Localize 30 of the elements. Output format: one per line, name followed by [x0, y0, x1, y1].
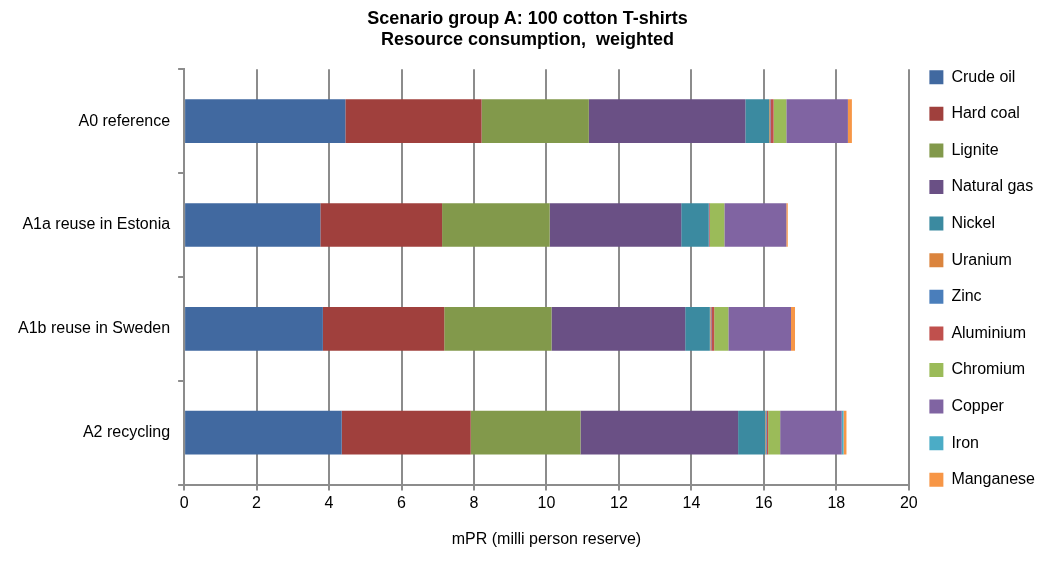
y-tick-label: A2 recycling	[82, 423, 171, 441]
x-tick-label: 8	[469, 493, 479, 511]
x-tick-label: 0	[179, 493, 189, 511]
legend-label: Hard coal	[951, 104, 1020, 122]
x-tick-label: 14	[682, 493, 701, 511]
legend-label: Copper	[951, 397, 1005, 415]
x-tick-label: 18	[827, 493, 846, 511]
x-tick-label: 6	[397, 493, 407, 511]
x-tick-label: 10	[537, 493, 556, 511]
x-tick-label: 20	[899, 493, 918, 511]
y-tick-label: A1a reuse in Estonia	[22, 215, 171, 233]
x-axis-title: mPR (milli person reserve)	[451, 529, 642, 547]
x-tick-label: 16	[754, 493, 773, 511]
legend-label: Nickel	[951, 214, 995, 232]
legend-label: Uranium	[951, 250, 1012, 268]
y-tick-label: A1b reuse in Sweden	[17, 319, 171, 337]
legend-label: Crude oil	[951, 67, 1016, 85]
legend-label: Chromium	[951, 360, 1026, 378]
legend-label: Aluminium	[951, 323, 1027, 341]
legend-label: Iron	[951, 433, 979, 451]
text: Scenario group A: 100 cotton T-shirts	[367, 7, 688, 28]
x-tick-label: 2	[252, 493, 262, 511]
y-tick-label: A0 reference	[78, 111, 171, 129]
x-tick-label: 4	[324, 493, 334, 511]
legend-label: Zinc	[951, 287, 982, 305]
legend-label: Natural gas	[951, 177, 1034, 195]
legend-label: Manganese	[951, 470, 1036, 488]
x-tick-label: 12	[610, 493, 628, 511]
text: Resource consumption, weighted	[380, 29, 675, 50]
legend-label: Lignite	[951, 140, 999, 158]
